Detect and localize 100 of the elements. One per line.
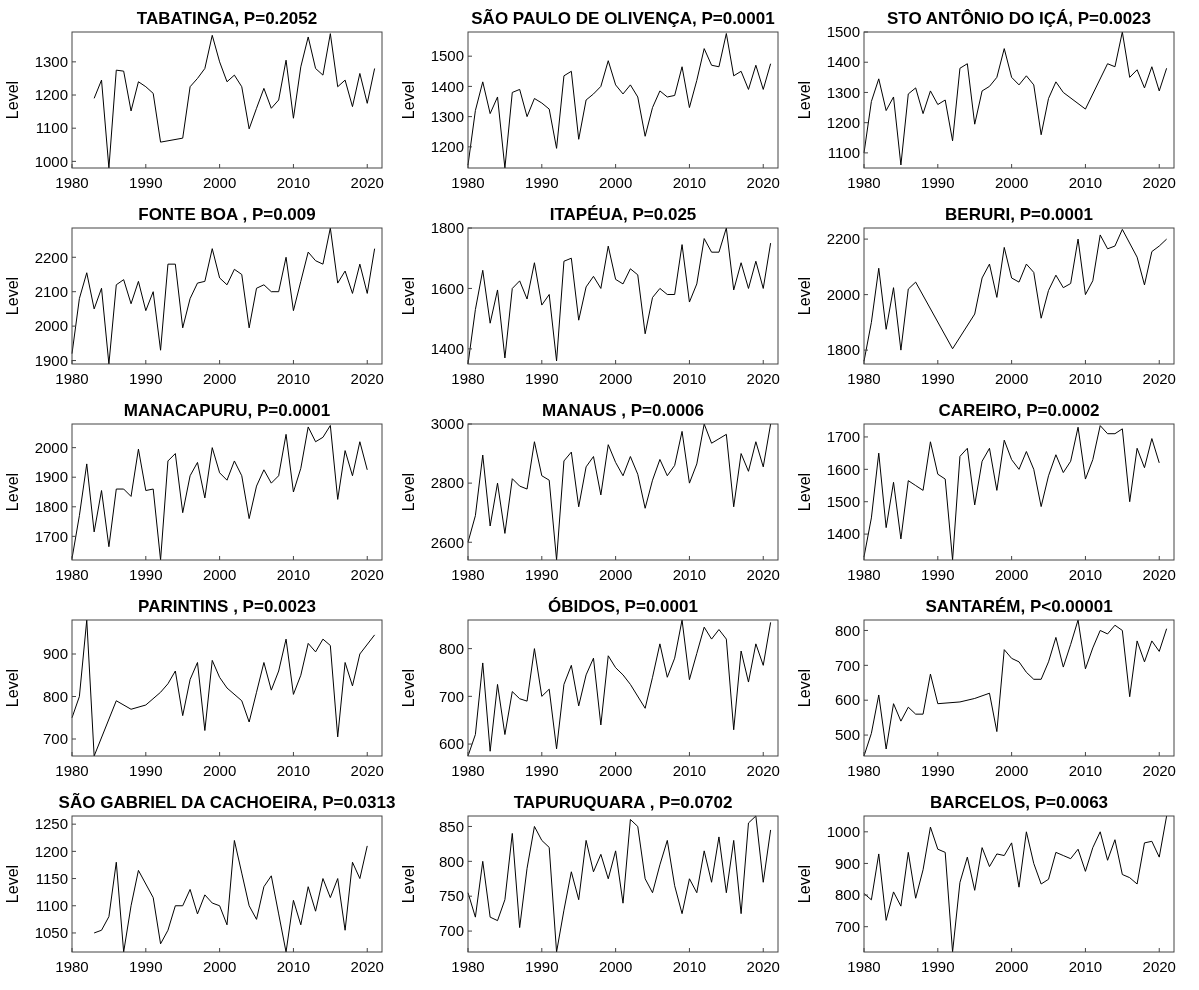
y-tick-label: 2000: [34, 438, 68, 456]
x-tick-label: 1990: [525, 566, 559, 583]
y-tick-label: 1400: [430, 77, 464, 95]
x-tick-label: 1990: [921, 762, 955, 779]
y-axis-title: Level: [400, 276, 417, 316]
chart-title: MANACAPURU, P=0.0001: [123, 401, 331, 420]
y-tick-label: 1050: [34, 924, 68, 942]
x-tick-label: 2020: [350, 958, 384, 975]
y-tick-label: 1250: [34, 815, 68, 833]
x-tick-label: 2000: [994, 958, 1029, 975]
y-tick-label: 800: [834, 886, 860, 904]
x-tick-label: 2010: [1068, 762, 1103, 779]
y-tick-label: 850: [438, 817, 464, 835]
line-series: [467, 423, 772, 561]
x-tick-label: 2020: [1142, 958, 1176, 975]
x-tick-label: 2010: [276, 762, 311, 779]
x-tick-label: 2020: [746, 566, 780, 583]
y-tick-label: 600: [438, 735, 464, 753]
line-series: [71, 619, 376, 757]
x-tick-label: 2010: [1068, 370, 1103, 387]
y-axis-title: Level: [796, 80, 813, 120]
y-tick-label: 1200: [826, 113, 860, 131]
y-tick-label: 2000: [34, 317, 68, 335]
x-tick-label: 1990: [129, 958, 163, 975]
y-tick-label: 1100: [35, 119, 68, 137]
x-tick-label: 2000: [598, 762, 633, 779]
x-tick-label: 2010: [276, 958, 311, 975]
y-tick-label: 900: [42, 645, 68, 663]
x-tick-label: 2020: [1142, 370, 1176, 387]
y-tick-label: 2600: [430, 533, 464, 551]
y-tick-label: 1900: [34, 351, 68, 369]
x-tick-label: 1980: [451, 370, 485, 387]
y-tick-label: 1800: [826, 341, 860, 359]
y-tick-label: 1700: [826, 428, 860, 446]
x-tick-label: 2010: [276, 370, 311, 387]
x-tick-label: 2000: [598, 370, 633, 387]
y-tick-label: 1400: [826, 53, 860, 71]
y-tick-label: 1300: [430, 107, 464, 125]
y-tick-label: 1200: [34, 842, 68, 860]
x-tick-label: 1990: [921, 958, 955, 975]
x-tick-label: 2000: [202, 762, 237, 779]
y-tick-label: 3000: [430, 415, 464, 433]
x-tick-label: 2000: [994, 762, 1029, 779]
y-tick-label: 2200: [34, 248, 68, 266]
chart-title: BARCELOS, P=0.0063: [929, 793, 1109, 812]
chart-title: MANAUS , P=0.0006: [541, 401, 705, 420]
chart-title: ÓBIDOS, P=0.0001: [548, 597, 698, 616]
x-tick-label: 1980: [55, 566, 89, 583]
x-tick-label: 1990: [129, 762, 163, 779]
line-series: [71, 424, 368, 561]
x-tick-label: 2020: [1142, 566, 1176, 583]
y-tick-label: 1300: [826, 83, 860, 101]
y-axis-title: Level: [4, 864, 21, 904]
y-axis-title: Level: [400, 668, 417, 708]
x-tick-label: 1990: [525, 174, 559, 191]
chart-title: CAREIRO, P=0.0002: [938, 401, 1100, 420]
y-tick-label: 1400: [430, 340, 464, 358]
y-tick-label: 500: [834, 726, 860, 744]
y-axis-title: Level: [4, 276, 21, 316]
y-tick-label: 700: [438, 687, 464, 705]
x-tick-label: 1990: [921, 370, 955, 387]
y-tick-label: 1200: [430, 138, 464, 156]
x-tick-label: 2010: [672, 762, 707, 779]
x-tick-label: 2000: [202, 566, 237, 583]
line-series: [863, 31, 1168, 166]
y-axis-title: Level: [796, 472, 813, 512]
y-axis-title: Level: [400, 80, 417, 120]
y-tick-label: 2800: [430, 474, 464, 492]
y-tick-label: 750: [438, 887, 464, 905]
y-tick-label: 600: [834, 691, 860, 709]
chart-title: TABATINGA, P=0.2052: [136, 9, 318, 28]
y-axis-title: Level: [796, 668, 813, 708]
chart-title: SÃO PAULO DE OLIVENÇA, P=0.0001: [471, 8, 775, 28]
x-tick-label: 2000: [202, 370, 237, 387]
x-tick-label: 1980: [55, 370, 89, 387]
x-tick-label: 2000: [202, 958, 237, 975]
x-tick-label: 1990: [129, 566, 163, 583]
x-tick-label: 1980: [55, 958, 89, 975]
x-tick-label: 2020: [350, 566, 384, 583]
y-tick-label: 800: [42, 687, 68, 705]
x-tick-label: 2010: [1068, 566, 1103, 583]
x-tick-label: 2020: [746, 958, 780, 975]
y-tick-label: 1600: [826, 460, 860, 478]
x-tick-label: 1980: [847, 958, 881, 975]
x-tick-label: 2000: [598, 174, 633, 191]
x-tick-label: 1980: [847, 566, 881, 583]
chart-title: ITAPÉUA, P=0.025: [549, 205, 697, 224]
y-tick-label: 1100: [827, 144, 860, 162]
y-tick-label: 2200: [826, 230, 860, 248]
x-tick-label: 1980: [847, 174, 881, 191]
line-series: [467, 619, 772, 757]
y-tick-label: 1500: [430, 47, 464, 65]
y-tick-label: 700: [834, 917, 860, 935]
y-tick-label: 1900: [34, 468, 68, 486]
y-tick-label: 1200: [34, 86, 68, 104]
x-tick-label: 1980: [55, 174, 89, 191]
y-tick-label: 1600: [430, 279, 464, 297]
line-series: [93, 839, 368, 953]
y-axis-title: Level: [400, 864, 417, 904]
y-tick-label: 2100: [34, 282, 68, 300]
